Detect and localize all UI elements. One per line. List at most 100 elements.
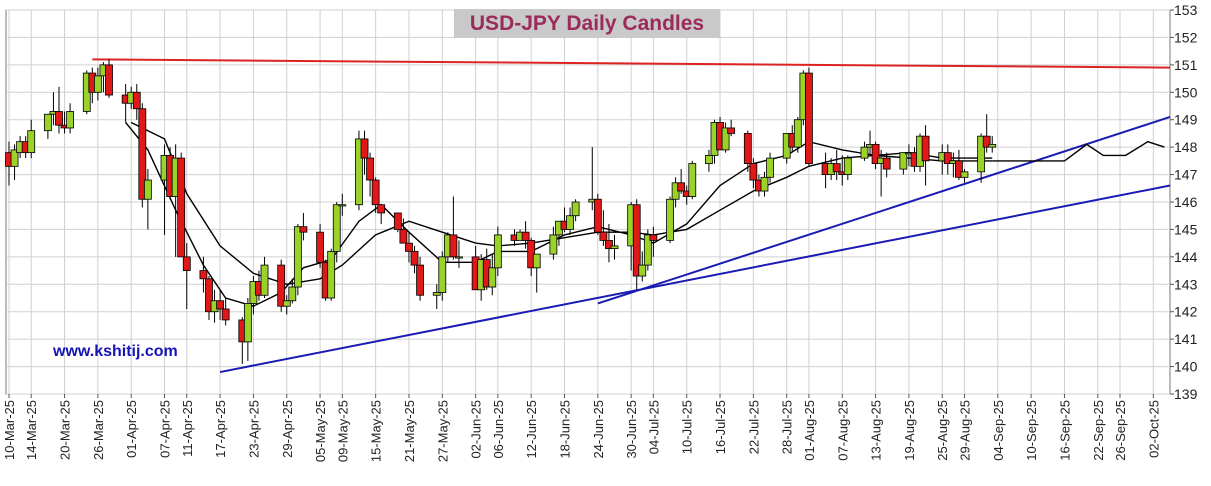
candle bbox=[432, 284, 441, 309]
candle-body-up bbox=[899, 152, 908, 170]
candle bbox=[749, 158, 758, 189]
candle bbox=[899, 152, 908, 175]
candle bbox=[832, 149, 841, 181]
candle bbox=[338, 193, 347, 216]
candle-body-up bbox=[643, 234, 652, 266]
candle bbox=[593, 193, 602, 235]
candle-body-down bbox=[377, 204, 386, 214]
x-tick-label: 01-Apr-25 bbox=[124, 400, 139, 458]
candle bbox=[955, 149, 963, 181]
candle bbox=[805, 67, 813, 167]
candle-body-down bbox=[105, 64, 113, 96]
y-axis: 139 140 141 142 143 144 145 146 147 148 149 150 151 1… bbox=[1170, 2, 1198, 402]
candle-body-down bbox=[871, 143, 880, 164]
candle-body-up bbox=[432, 292, 441, 296]
candle bbox=[688, 160, 697, 200]
x-tick-label: 09-May-25 bbox=[335, 400, 350, 462]
candle-body-up bbox=[666, 198, 674, 241]
candle bbox=[260, 256, 269, 298]
candle bbox=[610, 234, 619, 260]
support-1-trendline bbox=[219, 184, 1171, 374]
candle-body-up bbox=[10, 149, 19, 167]
x-tick-label: 14-Mar-25 bbox=[24, 400, 39, 460]
candle-body-down bbox=[316, 231, 324, 263]
candle bbox=[132, 84, 141, 120]
chart-title-box bbox=[454, 9, 720, 38]
candle-body-down bbox=[882, 157, 891, 170]
candle-body-up bbox=[27, 130, 36, 154]
x-tick-label: 02-Oct-25 bbox=[1146, 400, 1161, 458]
candle-body-up bbox=[288, 286, 297, 302]
x-tick-label: 11-Apr-25 bbox=[180, 400, 195, 457]
candle-body-up bbox=[293, 226, 302, 288]
candle bbox=[182, 243, 191, 309]
candle-body-up bbox=[488, 267, 497, 288]
candle bbox=[638, 251, 647, 282]
x-tick-label: 16-Sep-25 bbox=[1057, 400, 1072, 461]
x-tick-label: 04-Sep-25 bbox=[991, 400, 1006, 461]
candle-body-up bbox=[532, 253, 541, 269]
candle-body-down bbox=[599, 231, 608, 241]
candle bbox=[66, 103, 75, 134]
candle-body-down bbox=[405, 242, 413, 252]
website-watermark: www.kshitij.com bbox=[53, 343, 178, 360]
candle-body-up bbox=[688, 163, 697, 197]
resistance-trendline bbox=[92, 58, 1171, 69]
candle-body-up bbox=[638, 264, 647, 277]
candle bbox=[332, 202, 341, 263]
candle bbox=[277, 259, 286, 312]
candle-body-down bbox=[832, 163, 841, 173]
candle-body-down bbox=[943, 152, 952, 164]
candle bbox=[721, 122, 730, 153]
candle bbox=[366, 152, 374, 197]
candle-body-up bbox=[566, 215, 574, 230]
candle-body-down bbox=[677, 182, 686, 192]
candle-body-up bbox=[843, 157, 852, 175]
candle bbox=[766, 152, 774, 183]
candle-body-down bbox=[649, 234, 658, 241]
candle-body-up bbox=[355, 138, 363, 206]
candle bbox=[960, 169, 969, 183]
x-tick-label: 26-Mar-25 bbox=[91, 400, 106, 460]
y-tick-label: 153 bbox=[1174, 2, 1198, 18]
trendlines bbox=[92, 58, 1171, 374]
x-tick-label: 04-Jul-25 bbox=[646, 400, 661, 454]
candle-body-up bbox=[282, 300, 291, 307]
x-tick-label: 10-Mar-25 bbox=[2, 400, 17, 460]
candle-body-up bbox=[338, 204, 347, 207]
x-tick-label: 13-Aug-25 bbox=[869, 400, 884, 461]
x-tick-label: 17-Apr-25 bbox=[213, 400, 228, 458]
candle bbox=[977, 133, 986, 183]
candle-body-down bbox=[221, 308, 230, 321]
candle-body-up bbox=[43, 113, 52, 132]
candle-body-down bbox=[366, 157, 374, 181]
candle-body-down bbox=[805, 72, 813, 164]
candle bbox=[521, 221, 530, 249]
candle bbox=[793, 116, 802, 153]
candle bbox=[871, 141, 880, 170]
candle bbox=[55, 86, 63, 134]
y-tick-label: 141 bbox=[1174, 331, 1198, 347]
x-tick-label: 23-Apr-25 bbox=[246, 400, 261, 458]
candle bbox=[355, 130, 363, 211]
candle-body-up bbox=[93, 75, 102, 93]
candle bbox=[743, 130, 752, 172]
candle-body-down bbox=[921, 135, 930, 162]
candle bbox=[393, 212, 402, 233]
x-tick-label: 28-Jul-25 bbox=[780, 400, 795, 454]
y-tick-label: 139 bbox=[1174, 386, 1198, 402]
candle bbox=[27, 119, 36, 159]
candle bbox=[943, 144, 952, 175]
candle-body-up bbox=[760, 176, 769, 192]
candle bbox=[143, 169, 152, 230]
candle-body-up bbox=[260, 264, 269, 296]
x-tick-label: 12-Jun-25 bbox=[524, 400, 539, 459]
candle bbox=[666, 196, 674, 244]
candle-body-down bbox=[138, 108, 147, 200]
candle bbox=[843, 155, 852, 181]
candle-body-up bbox=[977, 135, 986, 173]
candle bbox=[632, 199, 641, 290]
x-tick-label: 19-Aug-25 bbox=[902, 400, 917, 461]
x-tick-label: 06-Jun-25 bbox=[491, 400, 506, 459]
candle-body-down bbox=[216, 300, 224, 310]
